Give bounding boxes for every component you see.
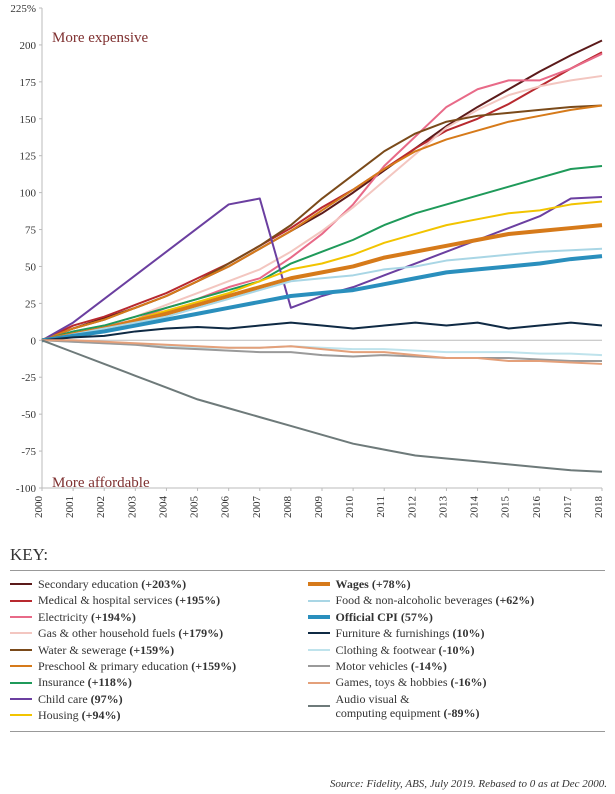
legend-swatch bbox=[10, 698, 32, 700]
annotation-more-affordable: More affordable bbox=[52, 475, 150, 492]
legend-label: Clothing & footwear (-10%) bbox=[336, 643, 475, 657]
svg-text:125: 125 bbox=[20, 151, 37, 163]
svg-text:2018: 2018 bbox=[593, 496, 605, 519]
legend-item: Secondary education (+203%) bbox=[10, 577, 308, 591]
legend-swatch bbox=[10, 616, 32, 618]
legend-label: Water & sewerage (+159%) bbox=[38, 643, 174, 657]
svg-text:50: 50 bbox=[25, 261, 37, 273]
svg-text:2005: 2005 bbox=[189, 496, 201, 519]
svg-text:-75: -75 bbox=[21, 446, 36, 458]
legend-item: Housing (+94%) bbox=[10, 708, 308, 722]
svg-text:2006: 2006 bbox=[220, 496, 232, 519]
legend-swatch bbox=[10, 600, 32, 602]
legend-title: KEY: bbox=[10, 545, 48, 565]
legend-swatch bbox=[10, 649, 32, 651]
legend-label: Child care (97%) bbox=[38, 692, 123, 706]
legend-label: Insurance (+118%) bbox=[38, 675, 132, 689]
svg-text:2004: 2004 bbox=[157, 496, 169, 519]
legend-item: Preschool & primary education (+159%) bbox=[10, 659, 308, 673]
svg-text:2015: 2015 bbox=[500, 495, 512, 518]
legend-swatch bbox=[10, 714, 32, 716]
legend-item: Water & sewerage (+159%) bbox=[10, 643, 308, 657]
svg-text:2000: 2000 bbox=[33, 496, 45, 519]
svg-text:2016: 2016 bbox=[531, 496, 543, 519]
legend-swatch bbox=[308, 682, 330, 684]
svg-text:0: 0 bbox=[31, 335, 37, 347]
legend-swatch bbox=[10, 665, 32, 667]
svg-text:2007: 2007 bbox=[251, 496, 263, 519]
svg-text:2017: 2017 bbox=[562, 496, 574, 519]
legend-swatch bbox=[308, 705, 330, 707]
legend-item: Games, toys & hobbies (-16%) bbox=[308, 675, 606, 689]
legend-item: Motor vehicles (-14%) bbox=[308, 659, 606, 673]
legend-label: Electricity (+194%) bbox=[38, 610, 136, 624]
legend-swatch bbox=[308, 632, 330, 634]
legend-swatch bbox=[308, 615, 330, 619]
legend-item: Official CPI (57%) bbox=[308, 610, 606, 624]
legend-label: Wages (+78%) bbox=[336, 577, 411, 591]
svg-text:75: 75 bbox=[25, 225, 37, 237]
svg-text:100: 100 bbox=[20, 188, 37, 200]
legend-label: Gas & other household fuels (+179%) bbox=[38, 626, 223, 640]
svg-text:-50: -50 bbox=[21, 409, 36, 421]
legend-item: Gas & other household fuels (+179%) bbox=[10, 626, 308, 640]
legend-item: Audio visual &computing equipment (-89%) bbox=[308, 692, 606, 721]
legend-label: Food & non-alcoholic beverages (+62%) bbox=[336, 593, 535, 607]
legend-label: Motor vehicles (-14%) bbox=[336, 659, 447, 673]
svg-text:-100: -100 bbox=[16, 483, 37, 495]
legend-label: Audio visual &computing equipment (-89%) bbox=[336, 692, 480, 721]
legend-item: Food & non-alcoholic beverages (+62%) bbox=[308, 593, 606, 607]
legend-label: Medical & hospital services (+195%) bbox=[38, 593, 220, 607]
svg-text:2003: 2003 bbox=[126, 496, 138, 519]
source-text: Source: Fidelity, ABS, July 2019. Rebase… bbox=[330, 778, 607, 790]
legend-swatch bbox=[10, 583, 32, 585]
legend-label: Housing (+94%) bbox=[38, 708, 121, 722]
legend-label: Official CPI (57%) bbox=[336, 610, 433, 624]
svg-text:200: 200 bbox=[20, 40, 37, 52]
svg-text:2002: 2002 bbox=[95, 496, 107, 518]
legend-label: Secondary education (+203%) bbox=[38, 577, 186, 591]
legend-item: Insurance (+118%) bbox=[10, 675, 308, 689]
legend-label: Games, toys & hobbies (-16%) bbox=[336, 675, 487, 689]
svg-text:2001: 2001 bbox=[64, 496, 76, 518]
legend-item: Medical & hospital services (+195%) bbox=[10, 593, 308, 607]
legend-swatch bbox=[308, 665, 330, 667]
svg-text:2009: 2009 bbox=[313, 496, 325, 519]
legend-swatch bbox=[308, 600, 330, 602]
svg-text:2012: 2012 bbox=[406, 496, 418, 518]
legend-item: Child care (97%) bbox=[10, 692, 308, 706]
svg-text:2008: 2008 bbox=[282, 496, 294, 519]
legend-item: Furniture & furnishings (10%) bbox=[308, 626, 606, 640]
legend-swatch bbox=[308, 649, 330, 651]
legend-swatch bbox=[308, 582, 330, 586]
legend-swatch bbox=[10, 632, 32, 634]
legend-item: Clothing & footwear (-10%) bbox=[308, 643, 606, 657]
svg-text:225%: 225% bbox=[10, 3, 36, 15]
annotation-more-expensive: More expensive bbox=[52, 30, 148, 47]
svg-text:-25: -25 bbox=[21, 372, 36, 384]
legend-label: Furniture & furnishings (10%) bbox=[336, 626, 485, 640]
svg-text:25: 25 bbox=[25, 298, 37, 310]
legend-swatch bbox=[10, 682, 32, 684]
legend-item: Electricity (+194%) bbox=[10, 610, 308, 624]
svg-text:2014: 2014 bbox=[469, 496, 481, 519]
price-change-chart: -100 -75 -50 -25 0 25 50 75 100 125 150 175 200 225% 2… bbox=[0, 0, 615, 540]
svg-text:175: 175 bbox=[20, 77, 37, 89]
svg-text:2013: 2013 bbox=[437, 496, 449, 519]
svg-text:2010: 2010 bbox=[344, 496, 356, 519]
legend-label: Preschool & primary education (+159%) bbox=[38, 659, 236, 673]
legend: Secondary education (+203%) Medical & hos… bbox=[10, 570, 605, 732]
svg-text:150: 150 bbox=[20, 114, 37, 126]
legend-item: Wages (+78%) bbox=[308, 577, 606, 591]
svg-text:2011: 2011 bbox=[375, 496, 387, 518]
